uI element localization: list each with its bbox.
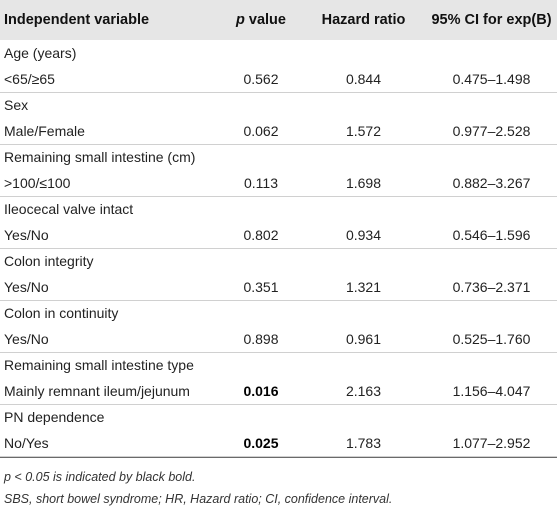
table-notes: p < 0.05 is indicated by black bold. SBS… xyxy=(0,458,557,510)
variable-level-cell: Yes/No xyxy=(0,274,221,301)
variable-level-cell: No/Yes xyxy=(0,430,221,457)
hazard-ratio-cell: 1.572 xyxy=(301,118,426,145)
p-value-cell: 0.016 xyxy=(221,378,301,405)
table-row: <65/≥65 0.562 0.844 0.475–1.498 xyxy=(0,66,557,93)
table-row-group: Sex xyxy=(0,92,557,118)
p-value-cell: 0.025 xyxy=(221,430,301,457)
p-value-cell: 0.562 xyxy=(221,66,301,93)
table-header: Independent variable p value Hazard rati… xyxy=(0,0,557,40)
hazard-ratio-cell: 1.783 xyxy=(301,430,426,457)
table-row: Mainly remnant ileum/jejunum 0.016 2.163 1.… xyxy=(0,378,557,405)
hazard-ratio-cell: 0.961 xyxy=(301,326,426,353)
variable-level-cell: Yes/No xyxy=(0,326,221,353)
table-row-group: Colon in continuity xyxy=(0,300,557,326)
variable-level-cell: >100/≤100 xyxy=(0,170,221,197)
variable-level-cell: Yes/No xyxy=(0,222,221,249)
ci-cell: 1.077–2.952 xyxy=(426,430,557,457)
variable-group-label: Age (years) xyxy=(4,45,77,61)
p-value-cell: 0.802 xyxy=(221,222,301,249)
table-row-group: Remaining small intestine (cm) xyxy=(0,144,557,170)
variable-group-label: Sex xyxy=(4,97,29,114)
table-row: No/Yes 0.025 1.783 1.077–2.952 xyxy=(0,430,557,457)
header-p-rest: value xyxy=(244,12,286,28)
variable-group-label: Remaining small intestine (cm) xyxy=(4,149,196,166)
hazard-ratio-table: Independent variable p value Hazard rati… xyxy=(0,0,557,457)
table-row-group: Remaining small intestine type xyxy=(0,352,557,378)
hazard-ratio-cell: 0.844 xyxy=(301,66,426,93)
header-hazard-ratio: Hazard ratio xyxy=(321,12,406,28)
hazard-ratio-cell: 1.321 xyxy=(301,274,426,301)
p-value-cell: 0.351 xyxy=(221,274,301,301)
table-row-group: Ileocecal valve intact xyxy=(0,196,557,222)
table-row: Yes/No 0.351 1.321 0.736–2.371 xyxy=(0,274,557,301)
table-row-group: Age (years) xyxy=(0,40,557,66)
variable-group-label: Remaining small intestine type xyxy=(4,357,194,374)
table-row: Yes/No 0.898 0.961 0.525–1.760 xyxy=(0,326,557,353)
hazard-ratio-cell: 1.698 xyxy=(301,170,426,197)
table-row-group: Colon integrity xyxy=(0,248,557,274)
header-ci: 95% CI for exp(B) xyxy=(431,12,552,28)
ci-cell: 0.736–2.371 xyxy=(426,274,557,301)
ci-cell: 0.977–2.528 xyxy=(426,118,557,145)
table-bottom-rule xyxy=(0,456,557,458)
results-table-container: Independent variable p value Hazard rati… xyxy=(0,0,557,510)
variable-level-cell: <65/≥65 xyxy=(0,66,221,93)
variable-level-cell: Male/Female xyxy=(0,118,221,145)
table-row: Yes/No 0.802 0.934 0.546–1.596 xyxy=(0,222,557,249)
p-value-cell: 0.062 xyxy=(221,118,301,145)
variable-group-label: Colon integrity xyxy=(4,253,94,270)
hazard-ratio-cell: 0.934 xyxy=(301,222,426,249)
ci-cell: 0.546–1.596 xyxy=(426,222,557,249)
note-abbreviations: SBS, short bowel syndrome; HR, Hazard ra… xyxy=(4,491,393,506)
ci-cell: 0.475–1.498 xyxy=(426,66,557,93)
p-value-cell: 0.898 xyxy=(221,326,301,353)
ci-cell: 0.882–3.267 xyxy=(426,170,557,197)
variable-group-label: Colon in continuity xyxy=(4,305,119,322)
p-value-cell: 0.113 xyxy=(221,170,301,197)
variable-group-label: PN dependence xyxy=(4,409,105,426)
hazard-ratio-cell: 2.163 xyxy=(301,378,426,405)
header-independent-variable: Independent variable xyxy=(4,12,150,28)
header-p-value: p value xyxy=(221,0,301,40)
ci-cell: 0.525–1.760 xyxy=(426,326,557,353)
note-bold-significance: p < 0.05 is indicated by black bold. xyxy=(4,469,196,484)
variable-level-cell: Mainly remnant ileum/jejunum xyxy=(0,378,221,405)
table-row-group: PN dependence xyxy=(0,404,557,430)
header-p-italic: p xyxy=(236,12,245,28)
table-row: >100/≤100 0.113 1.698 0.882–3.267 xyxy=(0,170,557,197)
table-body: Age (years) <65/≥65 0.562 0.844 0.475–1.498 S… xyxy=(0,40,557,457)
variable-group-label: Ileocecal valve intact xyxy=(4,201,134,218)
header-row: Independent variable p value Hazard rati… xyxy=(0,0,557,40)
table-row: Male/Female 0.062 1.572 0.977–2.528 xyxy=(0,118,557,145)
ci-cell: 1.156–4.047 xyxy=(426,378,557,405)
